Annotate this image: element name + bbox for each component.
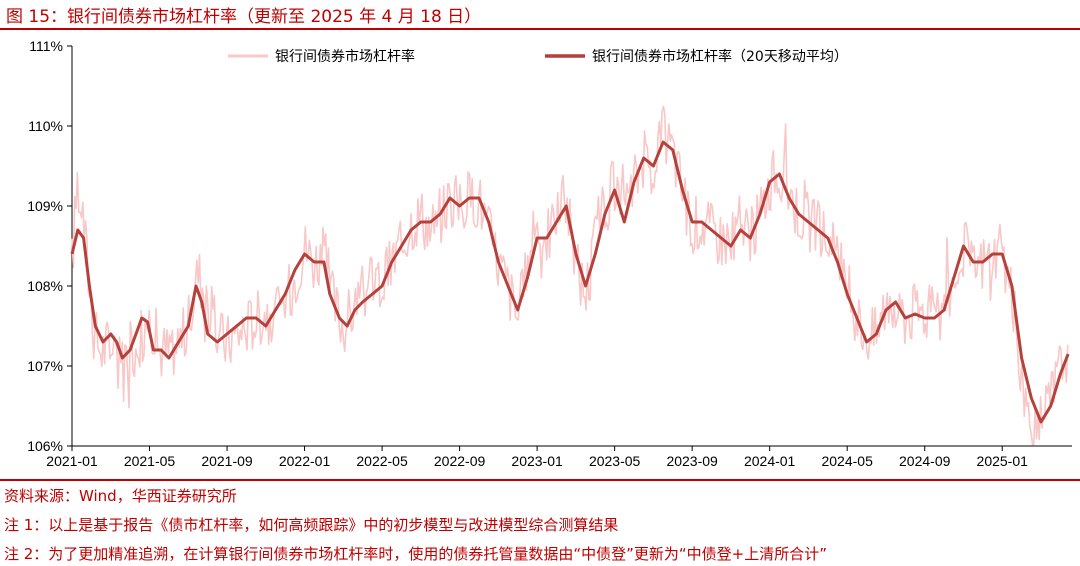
y-tick-label: 108% — [27, 278, 63, 294]
x-tick-label: 2024-01 — [744, 453, 796, 469]
x-tick-label: 2022-01 — [279, 453, 331, 469]
x-tick-label: 2023-05 — [589, 453, 641, 469]
x-tick-label: 2021-09 — [201, 453, 253, 469]
series-line-ma20 — [70, 140, 1070, 424]
legend-ma20-label: 银行间债券市场杠杆率（20天移动平均） — [592, 48, 848, 65]
footnote-2: 注 2：为了更加精准追溯，在计算银行间债券市场杠杆率时，使用的债券托管量数据由“… — [4, 545, 827, 563]
legend-daily-label: 银行间债券市场杠杆率 — [275, 48, 415, 65]
y-tick-label: 107% — [27, 358, 63, 374]
x-tick-label: 2025-01 — [977, 453, 1029, 469]
source-rule — [0, 479, 1080, 481]
x-tick-label: 2021-05 — [124, 453, 176, 469]
y-tick-label: 106% — [27, 438, 63, 454]
chart-legend: 银行间债券市场杠杆率 银行间债券市场杠杆率（20天移动平均） — [228, 48, 848, 65]
x-tick-label: 2021-01 — [46, 453, 98, 469]
x-tick-label: 2022-05 — [356, 453, 408, 469]
title-rule — [0, 28, 1080, 30]
y-tick-label: 111% — [29, 38, 63, 54]
chart-axes: 106% 107% 108% 109% 110% 111% 2021-01 2021-05 20… — [27, 38, 1072, 469]
series-line-daily — [71, 105, 1069, 446]
chart-series — [70, 105, 1070, 446]
y-tick-label: 110% — [28, 118, 63, 134]
x-tick-label: 2024-09 — [899, 453, 951, 469]
figure-title: 图 15：银行间债券市场杠杆率（更新至 2025 年 4 月 18 日） — [6, 7, 482, 27]
x-tick-label: 2024-05 — [821, 453, 873, 469]
leverage-line-chart: 106% 107% 108% 109% 110% 111% 2021-01 2021-05 20… — [27, 38, 1072, 469]
x-tick-label: 2023-01 — [511, 453, 563, 469]
x-tick-label: 2022-09 — [434, 453, 486, 469]
source-note: 资料来源：Wind，华西证券研究所 — [4, 487, 237, 505]
footnote-1: 注 1：以上是基于报告《债市杠杆率，如何高频跟踪》中的初步模型与改进模型综合测算… — [4, 516, 619, 534]
x-tick-label: 2023-09 — [666, 453, 718, 469]
y-tick-label: 109% — [27, 198, 63, 214]
